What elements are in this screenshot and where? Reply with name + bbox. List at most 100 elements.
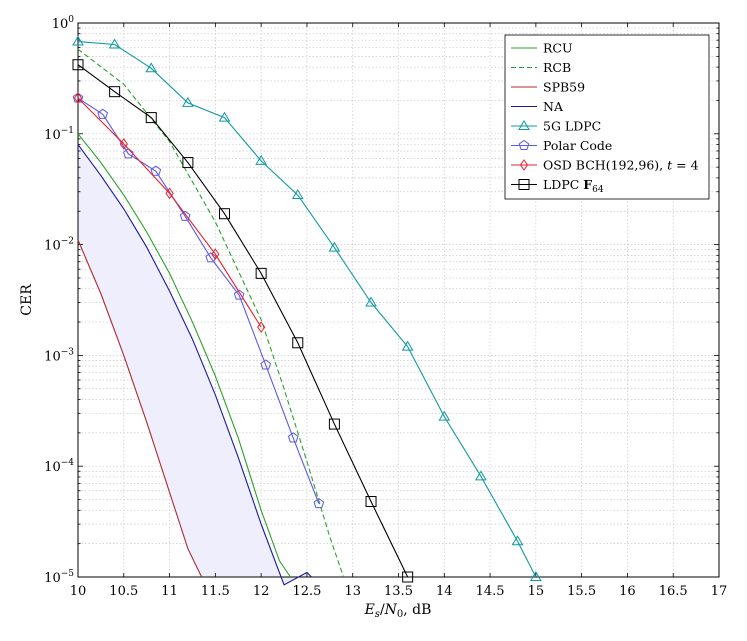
legend-label: SPB59 bbox=[543, 80, 585, 95]
legend-label: 5G LDPC bbox=[543, 119, 601, 134]
marker-pentagon bbox=[123, 148, 134, 159]
y-axis-label: CER bbox=[19, 284, 35, 316]
marker-triangle bbox=[218, 111, 231, 122]
marker-diamond bbox=[519, 159, 529, 171]
y-tick-label: 10−5 bbox=[44, 569, 74, 586]
axis-ticks: 10 10.5 11 11.5 12 12.5 13 13.5 14 14.5 15 15.5 16 16… bbox=[44, 15, 727, 599]
legend-label: OSD BCH(192,96), t = 4 bbox=[543, 158, 699, 173]
x-label-zero: 0 bbox=[397, 609, 403, 620]
y-tick-label: 100 bbox=[52, 15, 75, 32]
series-line bbox=[77, 97, 320, 504]
marker-square bbox=[109, 86, 121, 98]
legend-label: Polar Code bbox=[543, 138, 612, 153]
marker-pentagon bbox=[179, 210, 191, 221]
marker-square bbox=[402, 571, 414, 583]
x-tick-label: 12.5 bbox=[292, 584, 321, 599]
x-tick-label: 13.5 bbox=[384, 584, 413, 599]
x-axis-label: Es/N0, dB bbox=[364, 602, 432, 620]
series-rcu bbox=[77, 133, 291, 578]
series-line bbox=[77, 239, 203, 578]
marker-triangle bbox=[475, 470, 487, 481]
marker-square bbox=[145, 112, 157, 124]
marker-square bbox=[255, 267, 267, 279]
series-line bbox=[77, 41, 537, 578]
series-line bbox=[77, 64, 409, 578]
series-polar-code bbox=[72, 92, 325, 509]
shaded-region bbox=[78, 144, 312, 585]
marker-square bbox=[328, 418, 340, 430]
series-osd-bch-192-96-t-4 bbox=[73, 92, 266, 333]
series-line bbox=[77, 144, 312, 586]
marker-triangle bbox=[145, 62, 158, 73]
marker-diamond bbox=[165, 187, 174, 200]
legend-box bbox=[504, 34, 710, 200]
marker-pentagon bbox=[233, 289, 245, 300]
series-line bbox=[77, 48, 345, 578]
legend-label: NA bbox=[543, 99, 564, 114]
marker-diamond bbox=[73, 92, 83, 104]
marker-square bbox=[219, 208, 231, 220]
x-tick-label: 14.5 bbox=[476, 584, 505, 599]
legend-item: SPB59 bbox=[511, 80, 585, 95]
x-label-s: s bbox=[375, 609, 380, 620]
x-label-N: N bbox=[384, 602, 398, 618]
marker-square bbox=[72, 59, 84, 71]
marker-triangle bbox=[255, 154, 268, 165]
series-na bbox=[77, 144, 312, 586]
x-label-slash: / bbox=[380, 602, 385, 618]
legend-item: RCB bbox=[511, 60, 571, 75]
x-tick-label: 12 bbox=[253, 584, 270, 599]
y-tick-label: 10−1 bbox=[44, 126, 74, 143]
series-5g-ldpc bbox=[72, 35, 542, 581]
x-tick-label: 17 bbox=[711, 584, 728, 599]
marker-pentagon bbox=[150, 165, 162, 176]
shaded-area bbox=[78, 144, 312, 585]
x-label-E: E bbox=[364, 602, 375, 618]
x-tick-label: 16.5 bbox=[659, 584, 688, 599]
series-line bbox=[77, 97, 262, 328]
marker-triangle bbox=[328, 241, 341, 252]
marker-triangle bbox=[365, 296, 377, 307]
marker-triangle bbox=[72, 35, 84, 46]
x-tick-label: 15 bbox=[528, 584, 545, 599]
x-tick-label: 11.5 bbox=[201, 584, 230, 599]
series-ldpc-f64 bbox=[72, 59, 414, 583]
x-tick-label: 14 bbox=[436, 584, 453, 599]
marker-pentagon bbox=[260, 359, 272, 370]
marker-pentagon bbox=[97, 108, 109, 119]
x-tick-label: 15.5 bbox=[567, 584, 596, 599]
marker-pentagon bbox=[72, 92, 84, 103]
marker-triangle bbox=[401, 340, 414, 351]
marker-pentagon bbox=[313, 497, 325, 509]
x-tick-label: 13 bbox=[344, 584, 361, 599]
marker-triangle bbox=[529, 571, 542, 581]
x-tick-label: 10 bbox=[70, 584, 87, 599]
legend-item: 5G LDPC bbox=[511, 119, 601, 134]
series-line bbox=[77, 133, 291, 578]
marker-triangle bbox=[182, 96, 194, 107]
marker-square bbox=[292, 337, 304, 349]
marker-diamond bbox=[119, 138, 128, 150]
x-tick-label: 10.5 bbox=[109, 584, 138, 599]
marker-triangle bbox=[511, 535, 524, 546]
marker-diamond bbox=[257, 321, 266, 333]
marker-square bbox=[518, 179, 530, 190]
legend: RCU RCB SPB59 NA 5G LDPC Polar Code OSD BCH(19… bbox=[504, 34, 710, 200]
y-tick-label: 10−4 bbox=[44, 458, 74, 475]
marker-pentagon bbox=[518, 139, 530, 151]
legend-item: OSD BCH(192,96), t = 4 bbox=[511, 158, 699, 173]
x-label-tail: , dB bbox=[403, 602, 431, 618]
series-rcb bbox=[77, 48, 345, 578]
x-tick-label: 11 bbox=[161, 584, 178, 599]
marker-triangle bbox=[438, 410, 451, 421]
y-tick-label: 10−3 bbox=[44, 347, 74, 364]
y-tick-label: 10−2 bbox=[44, 237, 74, 254]
marker-pentagon bbox=[205, 252, 217, 263]
legend-item: NA bbox=[511, 99, 564, 114]
legend-label: RCB bbox=[543, 60, 571, 75]
marker-triangle bbox=[291, 189, 304, 200]
marker-triangle bbox=[518, 120, 530, 130]
legend-item: RCU bbox=[511, 41, 573, 56]
marker-triangle bbox=[108, 38, 121, 49]
